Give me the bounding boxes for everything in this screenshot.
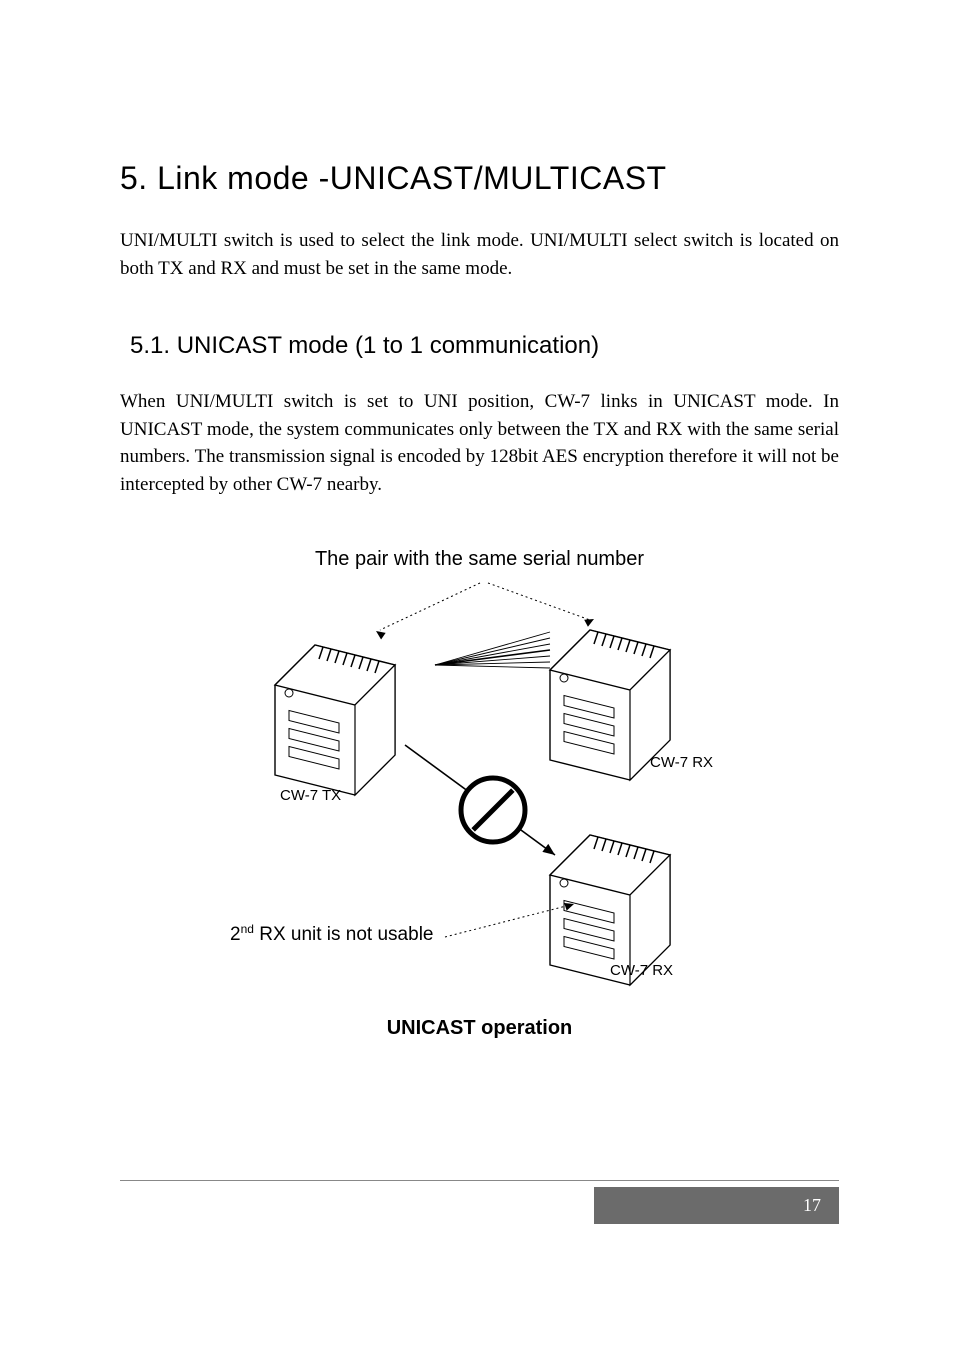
footer-page-bar: 17 — [594, 1187, 839, 1224]
page-footer: 17 — [120, 1180, 839, 1224]
section-title-text: UNICAST mode (1 to 1 communication) — [177, 332, 599, 359]
page-number: 17 — [803, 1195, 821, 1215]
svg-text:CW-7 RX: CW-7 RX — [610, 962, 673, 979]
figure-top-label: The pair with the same serial number — [120, 548, 839, 571]
svg-text:CW-7 TX: CW-7 TX — [280, 787, 341, 804]
section-title: 5.1. UNICAST mode (1 to 1 communication) — [130, 332, 839, 360]
chapter-number: 5. — [120, 160, 148, 196]
footer-rule — [120, 1180, 839, 1181]
svg-text:2nd RX unit is not usable: 2nd RX unit is not usable — [230, 922, 433, 945]
section-number: 5.1. — [130, 332, 170, 359]
figure-caption: UNICAST operation — [120, 1017, 839, 1040]
figure: The pair with the same serial number CW-… — [120, 548, 839, 1040]
section-paragraph: When UNI/MULTI switch is set to UNI posi… — [120, 388, 839, 498]
chapter-title: 5. Link mode -UNICAST/MULTICAST — [120, 160, 839, 197]
chapter-title-text: Link mode -UNICAST/MULTICAST — [157, 160, 667, 196]
intro-paragraph: UNI/MULTI switch is used to select the l… — [120, 227, 839, 282]
svg-text:CW-7 RX: CW-7 RX — [650, 754, 713, 771]
unicast-diagram: CW-7 TX CW-7 RX CW-7 RX 2nd RX unit is not … — [220, 575, 740, 1005]
